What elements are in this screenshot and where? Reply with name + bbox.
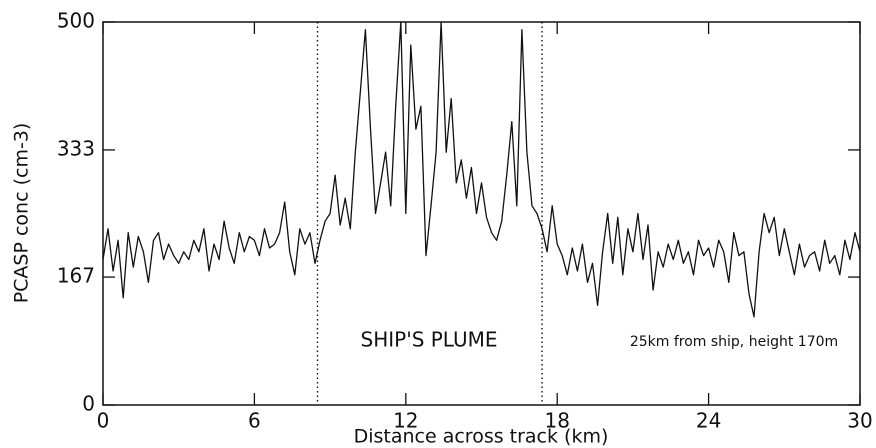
x-tick-label: 6 (248, 409, 261, 433)
x-tick-label: 18 (544, 409, 569, 433)
y-tick-label: 500 (57, 9, 95, 33)
y-tick-label: 0 (82, 392, 95, 416)
x-tick-label: 30 (847, 409, 872, 433)
x-tick-label: 12 (393, 409, 418, 433)
annotation: SHIP'S PLUME (361, 328, 498, 352)
x-axis-title: Distance across track (km) (354, 426, 609, 448)
y-tick-label: 333 (57, 136, 95, 160)
annotation: 25km from ship, height 170m (630, 334, 838, 350)
y-axis-title: PCASP conc (cm-3) (11, 123, 33, 304)
data-line (102, 21, 861, 318)
y-tick-label: 167 (57, 264, 95, 288)
plot-frame (102, 21, 861, 406)
x-tick-label: 24 (696, 409, 721, 433)
x-tick-label: 0 (97, 409, 110, 433)
